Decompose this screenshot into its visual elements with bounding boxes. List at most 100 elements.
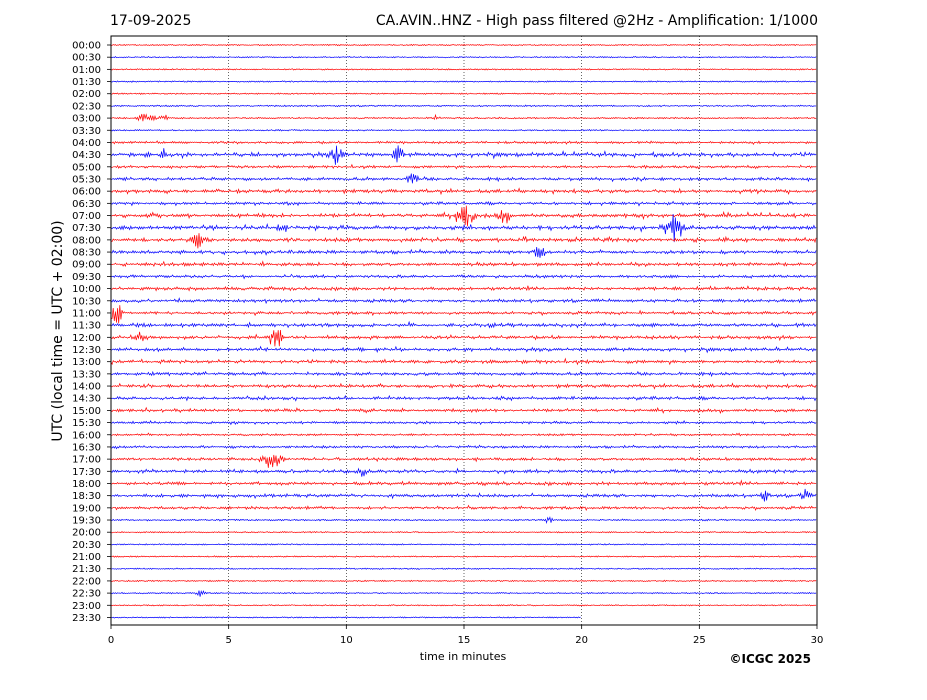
- y-tick-label: 01:30: [72, 77, 101, 88]
- y-tick-label: 11:30: [72, 321, 101, 332]
- x-axis-label: time in minutes: [420, 650, 507, 663]
- x-ticks: 0 5 10 15 20 25 30: [108, 625, 824, 646]
- trace-row-1830: [110, 488, 817, 502]
- y-tick-label: 00:00: [72, 41, 101, 52]
- trace-row-2130: [110, 567, 817, 570]
- trace-row-0830: [110, 247, 817, 258]
- y-tick-label: 16:00: [72, 430, 101, 441]
- y-tick-label: 22:30: [72, 589, 101, 600]
- trace-row-0330: [110, 128, 817, 132]
- y-tick-label: 07:30: [72, 223, 101, 234]
- trace-row-0030: [110, 55, 817, 59]
- y-tick-label: 13:00: [72, 357, 101, 368]
- y-tick-label: 14:00: [72, 382, 101, 393]
- y-tick-label: 20:30: [72, 540, 101, 551]
- trace-row-2300: [110, 604, 817, 607]
- y-tick-label: 05:30: [72, 174, 101, 185]
- trace-row-1900: [110, 504, 817, 512]
- trace-row-0530: [110, 173, 817, 184]
- x-tick-label: 10: [340, 635, 353, 646]
- trace-row-0430: [110, 145, 817, 165]
- y-tick-label: 19:00: [72, 503, 101, 514]
- trace-row-1800: [110, 479, 817, 487]
- trace-row-2330: [110, 616, 581, 619]
- trace-row-1100: [110, 305, 817, 324]
- trace-row-1430: [110, 394, 817, 402]
- trace-row-1730: [110, 467, 817, 477]
- trace-row-0500: [110, 163, 817, 170]
- y-tick-label: 19:30: [72, 516, 101, 527]
- trace-row-1530: [110, 419, 817, 426]
- trace-row-1630: [110, 444, 817, 450]
- trace-row-0900: [110, 260, 817, 268]
- y-tick-label: 17:30: [72, 467, 101, 478]
- trace-row-0230: [110, 104, 817, 108]
- trace-row-1500: [110, 406, 817, 415]
- y-tick-label: 09:30: [72, 272, 101, 283]
- y-tick-label: 04:30: [72, 150, 101, 161]
- x-tick-label: 15: [458, 635, 471, 646]
- trace-row-0730: [110, 213, 817, 243]
- y-tick-label: 10:00: [72, 284, 101, 295]
- trace-row-2000: [110, 530, 817, 534]
- y-tick-label: 15:30: [72, 418, 101, 429]
- trace-row-2200: [110, 579, 817, 583]
- trace-row-0200: [111, 92, 817, 96]
- y-tick-label: 23:30: [72, 613, 101, 624]
- plot-frame: [110, 35, 818, 626]
- y-tick-label: 12:00: [72, 333, 101, 344]
- y-tick-label: 11:00: [72, 308, 101, 319]
- y-tick-label: 18:30: [72, 491, 101, 502]
- y-tick-label: 18:00: [72, 479, 101, 490]
- trace-row-0300: [110, 113, 817, 122]
- trace-row-1000: [110, 285, 817, 292]
- x-tick-label: 20: [575, 635, 588, 646]
- y-tick-label: 17:00: [72, 455, 101, 466]
- trace-row-2230: [110, 590, 817, 597]
- y-tick-label: 02:30: [72, 101, 101, 112]
- x-tick-label: 25: [693, 635, 706, 646]
- y-tick-label: 10:30: [72, 296, 101, 307]
- trace-row-0700: [110, 205, 817, 227]
- trace-row-1700: [110, 454, 817, 468]
- trace-row-0130: [110, 80, 817, 83]
- trace-row-0800: [110, 233, 817, 249]
- trace-row-1230: [110, 345, 817, 354]
- trace-row-0930: [110, 273, 817, 280]
- y-tick-label: 20:00: [72, 528, 101, 539]
- x-tick-label: 5: [225, 635, 231, 646]
- trace-row-1600: [111, 432, 817, 437]
- trace-row-1130: [110, 320, 817, 329]
- y-tick-label: 13:30: [72, 369, 101, 380]
- chart-title: CA.AVIN..HNZ - High pass filtered @2Hz -…: [376, 13, 818, 29]
- y-tick-label: 16:30: [72, 442, 101, 453]
- y-tick-label: 01:00: [72, 65, 101, 76]
- trace-row-1030: [110, 297, 817, 305]
- y-tick-label: 06:00: [72, 187, 101, 198]
- y-tick-label: 14:30: [72, 394, 101, 405]
- trace-row-0630: [110, 200, 817, 207]
- y-tick-label: 12:30: [72, 345, 101, 356]
- chart-date: 17-09-2025: [110, 13, 191, 29]
- trace-row-1300: [110, 357, 817, 366]
- y-axis-label: UTC (local time = UTC + 02:00): [50, 220, 66, 441]
- copyright-text: ©ICGC 2025: [729, 652, 811, 666]
- y-tick-label: 03:00: [72, 114, 101, 125]
- y-tick-label: 21:00: [72, 552, 101, 563]
- y-tick-label: 03:30: [72, 126, 101, 137]
- y-tick-label: 23:00: [72, 601, 101, 612]
- trace-row-0400: [110, 140, 817, 146]
- y-tick-label: 09:00: [72, 260, 101, 271]
- y-tick-label: 02:00: [72, 89, 101, 100]
- y-tick-label: 22:00: [72, 576, 101, 587]
- x-tick-label: 30: [811, 635, 824, 646]
- y-tick-label: 05:00: [72, 162, 101, 173]
- trace-row-0100: [110, 68, 817, 71]
- trace-row-1200: [110, 329, 817, 347]
- y-tick-label: 00:30: [72, 53, 101, 64]
- y-tick-label: 04:00: [72, 138, 101, 149]
- y-tick-label: 15:00: [72, 406, 101, 417]
- trace-row-2100: [110, 555, 817, 558]
- trace-row-1400: [110, 382, 817, 390]
